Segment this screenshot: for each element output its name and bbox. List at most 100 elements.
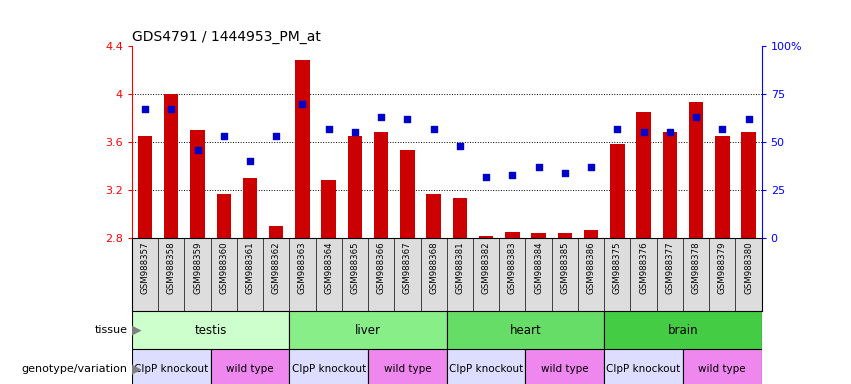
Text: GSM988363: GSM988363 bbox=[298, 242, 307, 295]
Point bbox=[637, 129, 650, 136]
Bar bbox=[610, 144, 625, 238]
Point bbox=[348, 129, 362, 136]
Point bbox=[164, 106, 178, 113]
Bar bbox=[663, 132, 677, 238]
Bar bbox=[683, 349, 762, 384]
Point bbox=[427, 126, 441, 132]
Bar bbox=[138, 136, 152, 238]
Bar bbox=[374, 132, 388, 238]
Point bbox=[374, 114, 388, 120]
Text: GSM988376: GSM988376 bbox=[639, 242, 648, 295]
Text: GSM988380: GSM988380 bbox=[744, 242, 753, 295]
Point bbox=[138, 106, 151, 113]
Text: tissue: tissue bbox=[94, 325, 128, 335]
Bar bbox=[164, 94, 179, 238]
Text: ▶: ▶ bbox=[128, 362, 141, 375]
Text: wild type: wild type bbox=[226, 364, 274, 374]
Text: GSM988385: GSM988385 bbox=[560, 242, 569, 295]
Point bbox=[689, 114, 703, 120]
Text: GSM988383: GSM988383 bbox=[508, 242, 517, 295]
Point bbox=[401, 116, 414, 122]
Text: GSM988375: GSM988375 bbox=[613, 242, 622, 295]
Text: wild type: wild type bbox=[541, 364, 589, 374]
Bar bbox=[479, 236, 494, 238]
Bar bbox=[132, 349, 211, 384]
Point bbox=[322, 126, 335, 132]
Bar bbox=[637, 112, 651, 238]
Bar bbox=[400, 151, 414, 238]
Point bbox=[663, 129, 677, 136]
Text: GSM988359: GSM988359 bbox=[193, 242, 202, 294]
Bar bbox=[289, 349, 368, 384]
Bar bbox=[531, 233, 545, 238]
Bar bbox=[604, 349, 683, 384]
Text: GSM988358: GSM988358 bbox=[167, 242, 176, 295]
Point bbox=[243, 158, 257, 164]
Point bbox=[558, 170, 572, 176]
Text: GSM988365: GSM988365 bbox=[351, 242, 359, 295]
Bar bbox=[453, 199, 467, 238]
Text: brain: brain bbox=[668, 324, 698, 337]
Bar bbox=[741, 132, 756, 238]
Bar bbox=[348, 136, 363, 238]
Point bbox=[453, 143, 466, 149]
Text: liver: liver bbox=[355, 324, 381, 337]
Text: GSM988360: GSM988360 bbox=[220, 242, 228, 295]
Text: ClpP knockout: ClpP knockout bbox=[292, 364, 366, 374]
Text: GSM988362: GSM988362 bbox=[271, 242, 281, 295]
Bar bbox=[295, 61, 310, 238]
Point bbox=[295, 101, 309, 107]
Text: ClpP knockout: ClpP knockout bbox=[607, 364, 681, 374]
Text: GDS4791 / 1444953_PM_at: GDS4791 / 1444953_PM_at bbox=[132, 30, 321, 44]
Bar bbox=[526, 349, 604, 384]
Text: GSM988367: GSM988367 bbox=[403, 242, 412, 295]
Text: GSM988386: GSM988386 bbox=[586, 242, 596, 295]
Bar bbox=[557, 233, 572, 238]
Point bbox=[479, 174, 493, 180]
Text: GSM988379: GSM988379 bbox=[717, 242, 727, 294]
Text: heart: heart bbox=[510, 324, 541, 337]
Bar bbox=[211, 349, 289, 384]
Bar bbox=[289, 311, 447, 349]
Text: ▶: ▶ bbox=[128, 324, 141, 337]
Bar bbox=[447, 311, 604, 349]
Bar bbox=[269, 226, 283, 238]
Text: GSM988361: GSM988361 bbox=[245, 242, 254, 295]
Text: wild type: wild type bbox=[384, 364, 431, 374]
Bar bbox=[447, 349, 525, 384]
Point bbox=[585, 164, 598, 170]
Point bbox=[610, 126, 624, 132]
Bar bbox=[132, 311, 289, 349]
Text: GSM988357: GSM988357 bbox=[140, 242, 150, 295]
Bar bbox=[243, 178, 257, 238]
Bar bbox=[715, 136, 729, 238]
Text: ClpP knockout: ClpP knockout bbox=[449, 364, 523, 374]
Bar bbox=[368, 349, 447, 384]
Text: GSM988381: GSM988381 bbox=[455, 242, 465, 295]
Point bbox=[270, 133, 283, 139]
Text: genotype/variation: genotype/variation bbox=[21, 364, 128, 374]
Bar bbox=[505, 232, 520, 238]
Bar bbox=[604, 311, 762, 349]
Text: testis: testis bbox=[194, 324, 227, 337]
Text: GSM988378: GSM988378 bbox=[692, 242, 700, 295]
Bar bbox=[688, 103, 703, 238]
Bar bbox=[322, 180, 336, 238]
Point bbox=[217, 133, 231, 139]
Point bbox=[742, 116, 756, 122]
Text: wild type: wild type bbox=[699, 364, 746, 374]
Bar bbox=[584, 230, 598, 238]
Text: GSM988377: GSM988377 bbox=[665, 242, 674, 295]
Point bbox=[505, 172, 519, 178]
Bar bbox=[216, 194, 231, 238]
Text: ClpP knockout: ClpP knockout bbox=[134, 364, 208, 374]
Point bbox=[191, 147, 204, 153]
Point bbox=[532, 164, 545, 170]
Point bbox=[716, 126, 729, 132]
Text: GSM988364: GSM988364 bbox=[324, 242, 334, 295]
Bar bbox=[426, 194, 441, 238]
Text: GSM988384: GSM988384 bbox=[534, 242, 543, 295]
Text: GSM988382: GSM988382 bbox=[482, 242, 491, 295]
Text: GSM988366: GSM988366 bbox=[377, 242, 386, 295]
Bar bbox=[191, 130, 205, 238]
